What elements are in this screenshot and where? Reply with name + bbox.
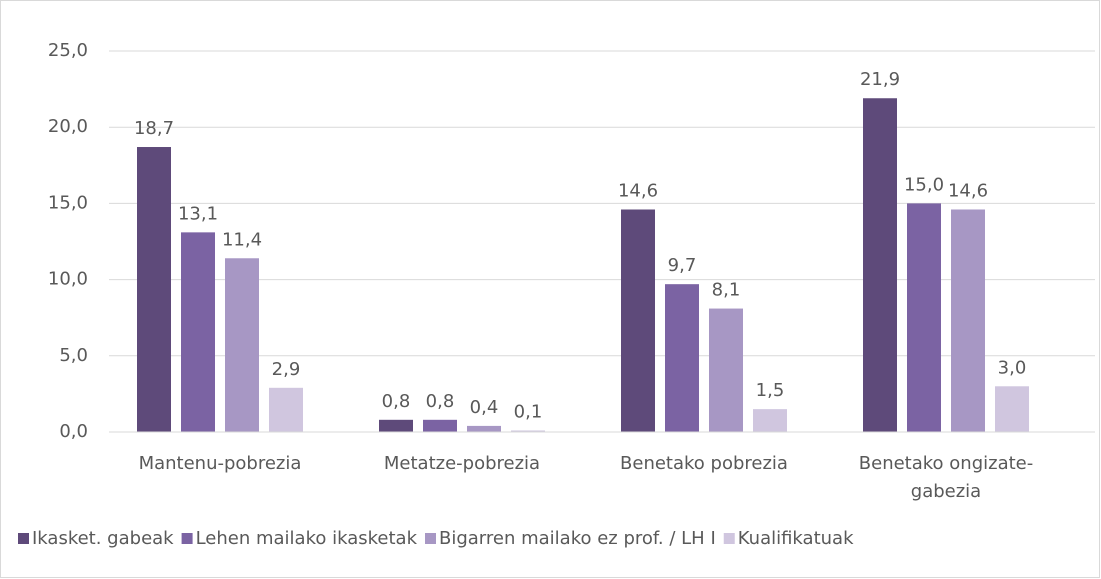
bar — [137, 147, 171, 432]
data-label: 11,4 — [222, 229, 262, 250]
data-label: 3,0 — [998, 357, 1027, 378]
x-tick-label: Benetako ongizate-gabezia — [859, 453, 1033, 502]
bar — [269, 387, 303, 432]
legend-swatch — [18, 533, 29, 544]
legend-label: Kualifikatuak — [738, 528, 854, 549]
bar — [863, 98, 897, 432]
x-tick-label: Mantenu-pobrezia — [139, 453, 302, 474]
bar — [511, 430, 545, 432]
data-label: 13,1 — [178, 203, 218, 224]
y-tick-label: 0,0 — [59, 421, 88, 442]
y-tick-label: 15,0 — [48, 192, 88, 213]
y-tick-label: 10,0 — [48, 269, 88, 290]
data-label: 0,8 — [426, 391, 455, 412]
bar — [907, 203, 941, 432]
data-label: 0,1 — [514, 401, 543, 422]
data-label: 15,0 — [904, 174, 944, 195]
data-label: 14,6 — [948, 180, 988, 201]
y-tick-label: 20,0 — [48, 116, 88, 137]
bar — [379, 419, 413, 432]
data-label: 0,4 — [470, 397, 499, 418]
x-tick-label: Benetako pobrezia — [620, 453, 788, 474]
data-label: 2,9 — [272, 359, 301, 380]
data-label: 21,9 — [860, 69, 900, 90]
legend-swatch — [181, 533, 193, 544]
bar — [665, 284, 699, 432]
data-label: 9,7 — [668, 255, 697, 276]
bar — [423, 419, 457, 432]
data-label: 1,5 — [756, 380, 785, 401]
data-label: 0,8 — [382, 391, 411, 412]
data-label: 14,6 — [618, 180, 658, 201]
bar — [467, 425, 501, 432]
legend-swatch — [723, 533, 735, 544]
y-tick-label: 25,0 — [48, 40, 88, 61]
y-tick-label: 5,0 — [59, 345, 88, 366]
bar — [181, 232, 215, 432]
bar — [225, 258, 259, 432]
bar — [753, 409, 787, 432]
legend-swatch — [425, 533, 436, 544]
x-tick-label: Metatze-pobrezia — [384, 453, 540, 474]
bar — [995, 386, 1029, 432]
bar — [621, 209, 655, 432]
bar — [709, 308, 743, 432]
bar — [951, 209, 985, 432]
legend-label: Ikasket. gabeak — [32, 528, 174, 549]
data-label: 18,7 — [134, 118, 174, 139]
legend-label: Bigarren mailako ez prof. / LH I — [439, 528, 716, 549]
data-label: 8,1 — [712, 280, 741, 301]
legend-label: Lehen mailako ikasketak — [196, 528, 418, 549]
